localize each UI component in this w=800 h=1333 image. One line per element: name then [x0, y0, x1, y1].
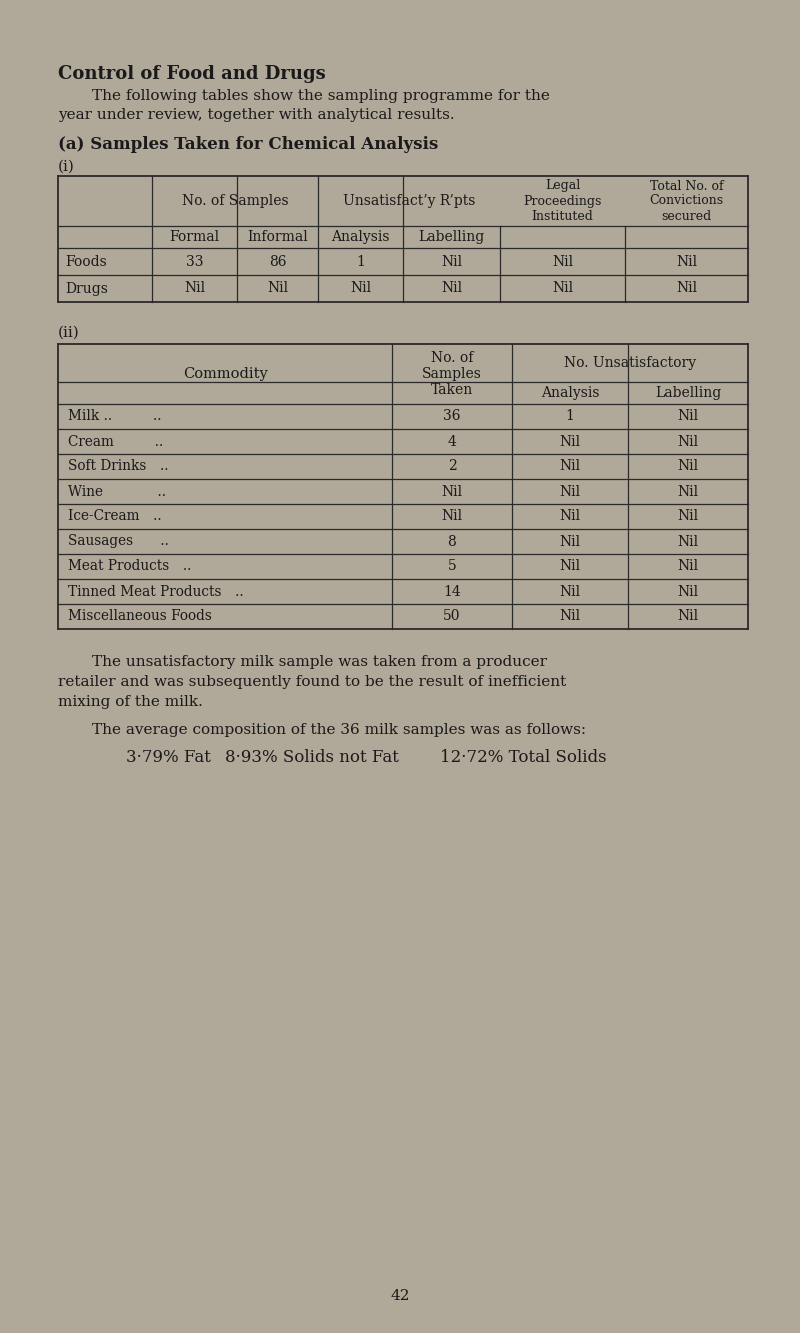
Text: No. of Samples: No. of Samples — [182, 195, 288, 208]
Text: 36: 36 — [443, 409, 461, 424]
Text: Ice-Cream ..: Ice-Cream .. — [68, 509, 162, 524]
Text: Nil: Nil — [678, 535, 698, 548]
Text: 33: 33 — [186, 255, 203, 268]
Text: (ii): (ii) — [58, 327, 80, 340]
Text: Soft Drinks ..: Soft Drinks .. — [68, 460, 169, 473]
Text: 2: 2 — [448, 460, 456, 473]
Text: No. of
Samples
Taken: No. of Samples Taken — [422, 351, 482, 397]
Text: Nil: Nil — [441, 255, 462, 268]
Text: The following tables show the sampling programme for the: The following tables show the sampling p… — [92, 89, 550, 103]
Text: 8·93% Solids not Fat: 8·93% Solids not Fat — [225, 749, 399, 766]
Text: Milk ..   ..: Milk .. .. — [68, 409, 162, 424]
Text: mixing of the milk.: mixing of the milk. — [58, 694, 203, 709]
Text: 5: 5 — [448, 560, 456, 573]
Text: No. Unsatisfactory: No. Unsatisfactory — [564, 356, 696, 371]
Text: 8: 8 — [448, 535, 456, 548]
Text: 50: 50 — [443, 609, 461, 624]
Text: (i): (i) — [58, 160, 75, 175]
Text: Nil: Nil — [678, 435, 698, 448]
Text: Nil: Nil — [559, 535, 581, 548]
Text: Nil: Nil — [559, 609, 581, 624]
Text: Meat Products ..: Meat Products .. — [68, 560, 191, 573]
Text: Total No. of
Convictions
secured: Total No. of Convictions secured — [650, 180, 723, 223]
Text: 1: 1 — [356, 255, 365, 268]
Text: Wine    ..: Wine .. — [68, 484, 166, 499]
Text: Nil: Nil — [559, 435, 581, 448]
Text: Nil: Nil — [678, 509, 698, 524]
Text: Nil: Nil — [552, 255, 573, 268]
Text: Nil: Nil — [676, 281, 697, 296]
Text: retailer and was subsequently found to be the result of inefficient: retailer and was subsequently found to b… — [58, 674, 566, 689]
Text: Nil: Nil — [442, 509, 462, 524]
Text: 4: 4 — [447, 435, 457, 448]
Text: Nil: Nil — [184, 281, 205, 296]
Text: Nil: Nil — [559, 509, 581, 524]
Text: Informal: Informal — [247, 231, 308, 244]
Text: Tinned Meat Products ..: Tinned Meat Products .. — [68, 584, 244, 599]
Text: Labelling: Labelling — [418, 231, 485, 244]
Text: Nil: Nil — [559, 560, 581, 573]
Text: 12·72% Total Solids: 12·72% Total Solids — [440, 749, 606, 766]
Text: 14: 14 — [443, 584, 461, 599]
Text: The unsatisfactory milk sample was taken from a producer: The unsatisfactory milk sample was taken… — [92, 655, 547, 669]
Text: Foods: Foods — [65, 255, 106, 268]
Text: Nil: Nil — [559, 584, 581, 599]
Text: Nil: Nil — [442, 484, 462, 499]
Text: Miscellaneous Foods: Miscellaneous Foods — [68, 609, 212, 624]
Text: Sausages  ..: Sausages .. — [68, 535, 169, 548]
Text: Nil: Nil — [559, 460, 581, 473]
Text: Nil: Nil — [552, 281, 573, 296]
Text: The average composition of the 36 milk samples was as follows:: The average composition of the 36 milk s… — [92, 722, 586, 737]
Text: 3·79% Fat: 3·79% Fat — [126, 749, 211, 766]
Text: Commodity: Commodity — [182, 367, 267, 381]
Text: Cream   ..: Cream .. — [68, 435, 163, 448]
Text: Nil: Nil — [678, 460, 698, 473]
Text: Drugs: Drugs — [65, 281, 108, 296]
Text: Labelling: Labelling — [655, 387, 721, 400]
Text: Analysis: Analysis — [541, 387, 599, 400]
Text: Formal: Formal — [170, 231, 219, 244]
Text: Analysis: Analysis — [331, 231, 390, 244]
Text: 1: 1 — [566, 409, 574, 424]
Text: Unsatisfact’y R’pts: Unsatisfact’y R’pts — [343, 195, 475, 208]
Text: Nil: Nil — [678, 609, 698, 624]
Text: Nil: Nil — [350, 281, 371, 296]
Text: Control of Food and Drugs: Control of Food and Drugs — [58, 65, 326, 83]
Text: (a) Samples Taken for Chemical Analysis: (a) Samples Taken for Chemical Analysis — [58, 136, 438, 153]
Text: 86: 86 — [269, 255, 286, 268]
Text: 42: 42 — [390, 1289, 410, 1302]
Text: year under review, together with analytical results.: year under review, together with analyti… — [58, 108, 454, 123]
Text: Nil: Nil — [676, 255, 697, 268]
Text: Nil: Nil — [267, 281, 288, 296]
Text: Nil: Nil — [441, 281, 462, 296]
Text: Nil: Nil — [678, 484, 698, 499]
Text: Legal
Proceedings
Instituted: Legal Proceedings Instituted — [523, 180, 602, 223]
Text: Nil: Nil — [678, 584, 698, 599]
Text: Nil: Nil — [559, 484, 581, 499]
Text: Nil: Nil — [678, 560, 698, 573]
Text: Nil: Nil — [678, 409, 698, 424]
